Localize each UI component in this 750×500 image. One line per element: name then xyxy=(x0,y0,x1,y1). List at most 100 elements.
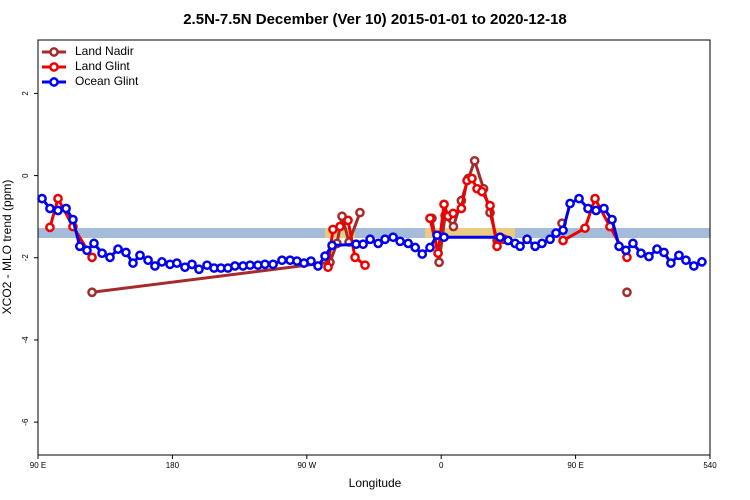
point xyxy=(358,239,368,250)
point xyxy=(128,258,138,268)
point xyxy=(68,214,78,225)
point xyxy=(574,193,584,204)
point xyxy=(425,242,435,253)
x-tick-label: 90 W xyxy=(297,461,316,470)
point xyxy=(580,223,590,234)
point xyxy=(350,252,360,263)
point xyxy=(230,261,240,271)
point xyxy=(467,173,477,184)
point xyxy=(313,261,323,271)
point xyxy=(74,241,85,252)
point xyxy=(448,221,459,232)
point xyxy=(245,260,255,271)
point xyxy=(45,203,55,214)
point xyxy=(425,213,435,224)
point xyxy=(355,207,365,218)
point xyxy=(495,232,505,243)
point xyxy=(565,198,575,209)
point xyxy=(621,245,631,256)
y-tick-label: -4 xyxy=(21,336,30,344)
point xyxy=(87,287,97,298)
legend-marker xyxy=(49,62,59,72)
point xyxy=(439,232,449,243)
x-tick-label: 180 xyxy=(166,461,180,470)
point xyxy=(143,255,153,266)
point xyxy=(492,241,502,252)
point xyxy=(187,259,197,270)
band-highlight xyxy=(425,228,515,238)
point xyxy=(121,247,131,258)
point xyxy=(558,225,568,236)
point xyxy=(403,238,414,249)
point xyxy=(636,248,646,259)
point xyxy=(335,221,345,232)
x-tick-label: 540 xyxy=(703,461,717,470)
point xyxy=(97,248,107,259)
point xyxy=(545,234,555,245)
point xyxy=(45,222,55,233)
y-axis-label: XCO2 - MLO trend (ppm) xyxy=(0,180,14,315)
point xyxy=(135,250,145,261)
point xyxy=(599,203,609,214)
point xyxy=(53,205,63,216)
point xyxy=(260,259,270,270)
point xyxy=(105,252,115,263)
point xyxy=(87,252,97,263)
chart-title: 2.5N-7.5N December (Ver 10) 2015-01-01 t… xyxy=(183,11,567,28)
point xyxy=(674,250,684,261)
point xyxy=(607,214,617,225)
point xyxy=(157,257,167,267)
point xyxy=(373,238,384,249)
point xyxy=(360,260,370,271)
point xyxy=(113,244,123,254)
point xyxy=(456,203,467,214)
point xyxy=(150,261,160,271)
point xyxy=(89,238,99,249)
point xyxy=(320,251,330,261)
point xyxy=(622,287,632,298)
point xyxy=(689,261,699,271)
point xyxy=(515,241,525,252)
point xyxy=(448,208,458,219)
point xyxy=(659,247,669,258)
point xyxy=(558,235,568,246)
legend-label: Land Nadir xyxy=(75,44,134,58)
point xyxy=(194,264,204,275)
point xyxy=(53,193,63,204)
point xyxy=(644,251,654,262)
y-tick-label: -2 xyxy=(21,254,30,262)
y-tick-label: 0 xyxy=(21,173,30,178)
legend-marker xyxy=(49,47,59,57)
y-tick-label: -6 xyxy=(21,418,30,426)
point xyxy=(614,241,624,252)
point xyxy=(327,240,337,251)
point xyxy=(410,242,421,253)
point xyxy=(433,248,443,259)
point xyxy=(591,205,601,216)
legend-label: Land Glint xyxy=(75,59,130,73)
x-tick-label: 0 xyxy=(439,461,444,470)
x-axis-label: Longitude xyxy=(349,476,402,490)
point xyxy=(417,249,428,259)
point xyxy=(697,257,707,267)
point xyxy=(434,257,444,268)
point xyxy=(477,186,487,197)
point xyxy=(37,193,47,204)
point xyxy=(380,234,390,245)
legend-marker xyxy=(49,77,59,87)
point xyxy=(61,203,71,214)
plot-frame xyxy=(37,39,711,456)
point xyxy=(388,232,398,243)
x-tick-label: 90 E xyxy=(567,461,583,470)
point xyxy=(395,236,405,247)
point xyxy=(485,200,495,211)
y-tick-label: 2 xyxy=(21,91,30,96)
point xyxy=(583,203,593,214)
point xyxy=(590,193,600,204)
point xyxy=(343,215,353,226)
point xyxy=(268,259,278,270)
point xyxy=(82,245,92,256)
point xyxy=(172,258,182,268)
point xyxy=(681,255,691,266)
